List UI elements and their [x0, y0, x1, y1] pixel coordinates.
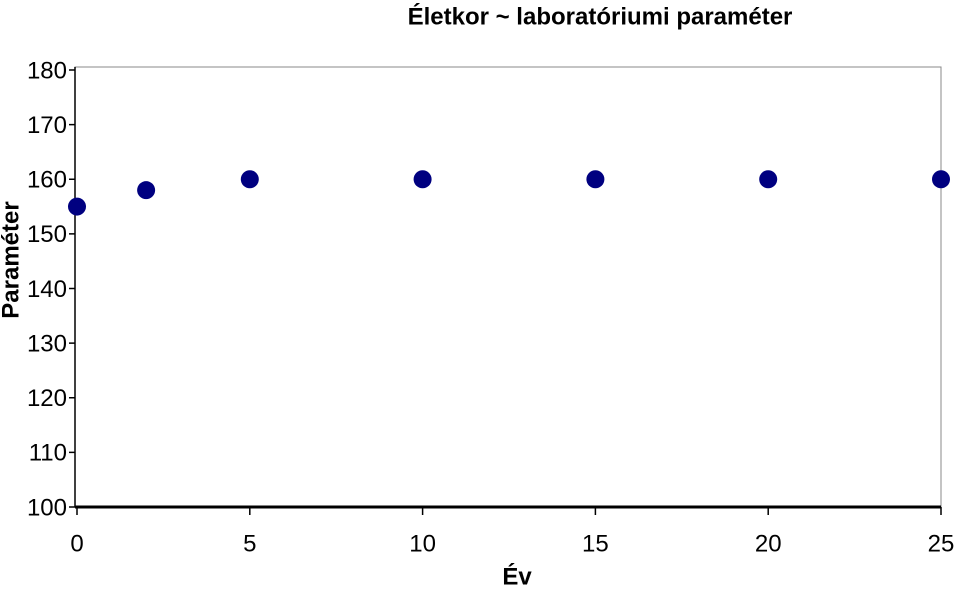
- x-tick-label: 0: [70, 530, 83, 557]
- y-tick-label: 150: [27, 221, 67, 248]
- point: [240, 170, 259, 189]
- y-tick-label: 120: [27, 385, 67, 412]
- y-tick-label: 170: [27, 112, 67, 139]
- y-tick-label: 180: [27, 57, 67, 84]
- point: [137, 181, 156, 200]
- x-tick-label: 10: [409, 530, 436, 557]
- x-tick-label: 15: [582, 530, 609, 557]
- y-tick-label: 110: [29, 440, 67, 467]
- chart-title: Életkor ~ laboratóriumi paraméter: [408, 2, 793, 30]
- plot-frame: [74, 66, 942, 508]
- point: [68, 197, 86, 216]
- point: [586, 170, 605, 189]
- point: [932, 170, 950, 189]
- point: [413, 170, 432, 189]
- x-tick-label: 25: [928, 530, 955, 557]
- y-tick-label: 100: [27, 494, 67, 521]
- x-tick-label: 20: [755, 530, 782, 557]
- y-axis-label: Paraméter: [0, 201, 24, 318]
- x-tick-label: 5: [243, 530, 256, 557]
- y-tick-label: 140: [27, 276, 67, 303]
- y-tick-label: 160: [27, 167, 67, 194]
- x-axis-label: Év: [502, 562, 532, 590]
- point: [759, 170, 778, 189]
- y-tick-label: 130: [27, 330, 67, 357]
